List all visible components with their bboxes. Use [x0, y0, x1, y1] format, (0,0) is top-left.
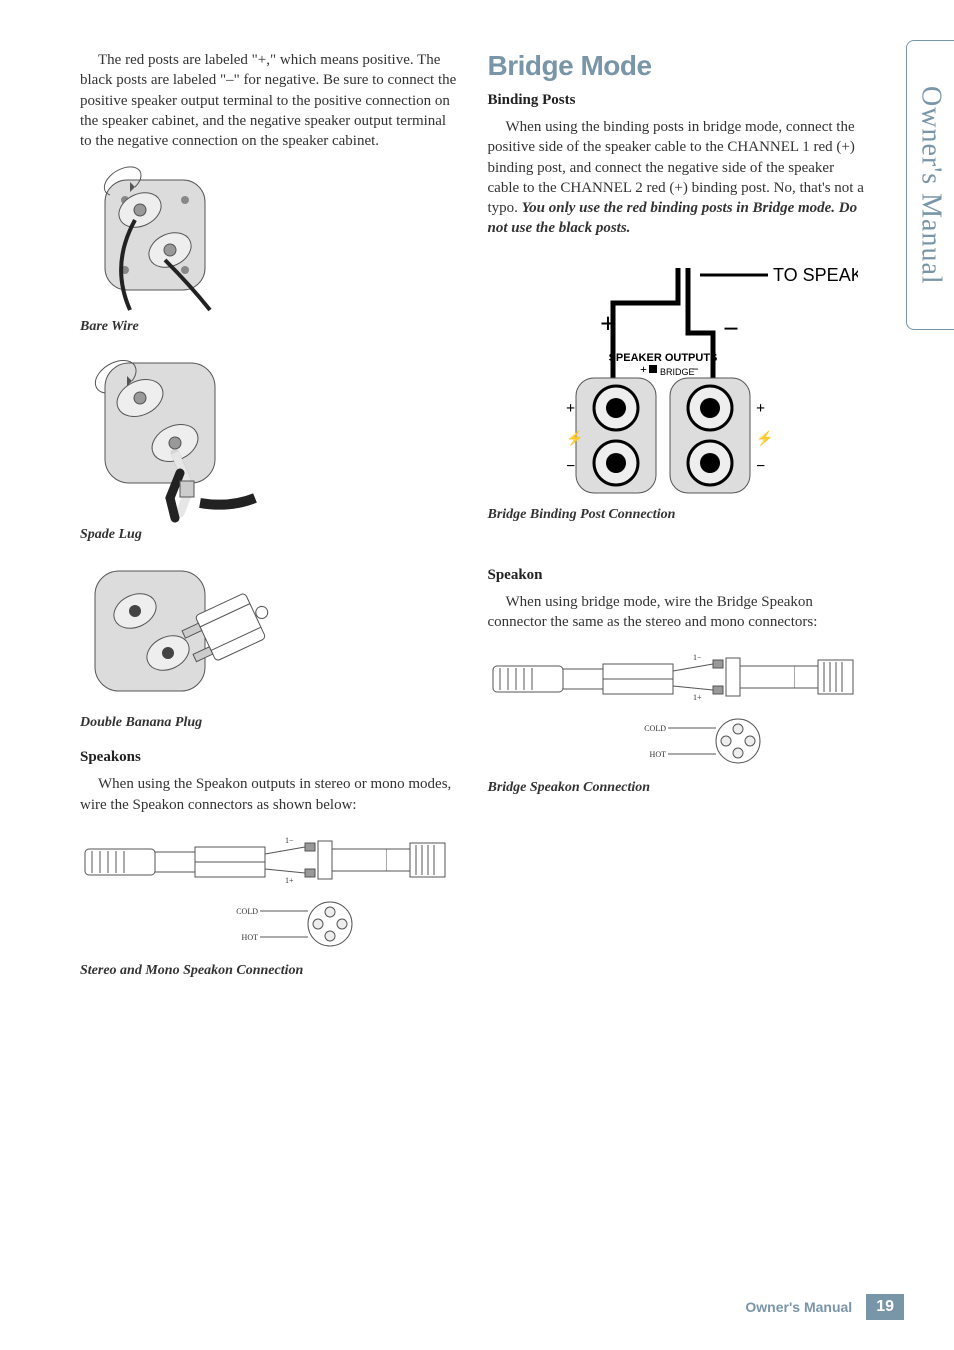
- fig-bridge-speakon: 1− 1+ COLD HOT Bridge Sp: [488, 646, 866, 796]
- svg-text:1+: 1+: [693, 693, 702, 702]
- svg-text:⚡: ⚡: [756, 430, 773, 447]
- svg-text:COLD: COLD: [644, 724, 666, 733]
- heading-bridge-mode: Bridge Mode: [488, 50, 866, 82]
- para-bridge-speakon: When using bridge mode, wire the Bridge …: [488, 592, 866, 633]
- svg-text:COLD: COLD: [236, 907, 258, 916]
- caption-banana: Double Banana Plug: [80, 715, 458, 731]
- spade-lug-diagram: [80, 353, 260, 523]
- left-para-1: The red posts are labeled "+," which mea…: [80, 50, 458, 151]
- svg-text:+: +: [756, 400, 765, 417]
- footer-label: Owner's Manual: [745, 1299, 852, 1315]
- svg-text:−: −: [723, 314, 739, 345]
- side-tab-label: Owner's Manual: [915, 86, 947, 285]
- para-speakons: When using the Speakon outputs in stereo…: [80, 774, 458, 815]
- fig-bare-wire: Bare Wire: [80, 165, 458, 335]
- para-binding-bold: You only use the red binding posts in Br…: [488, 200, 858, 236]
- caption-bridge-speakon: Bridge Speakon Connection: [488, 780, 866, 796]
- heading-binding-posts: Binding Posts: [488, 92, 866, 109]
- svg-text:⚡: ⚡: [566, 430, 583, 447]
- svg-text:HOT: HOT: [649, 750, 666, 759]
- side-tab: Owner's Manual: [906, 40, 954, 330]
- svg-text:+: +: [600, 309, 616, 340]
- svg-text:SPEAKER OUTPUTS: SPEAKER OUTPUTS: [608, 352, 717, 364]
- footer-page-number: 19: [866, 1294, 904, 1320]
- svg-text:1−: 1−: [285, 836, 294, 845]
- svg-text:TO SPEAKER: TO SPEAKER: [773, 265, 858, 285]
- left-column: The red posts are labeled "+," which mea…: [80, 50, 458, 997]
- fig-bridge-binding: + − TO SPEAKER SPEAKER OUTPUTS + BRIDGE …: [488, 253, 866, 523]
- caption-spade-lug: Spade Lug: [80, 527, 458, 543]
- page-footer: Owner's Manual 19: [745, 1294, 904, 1320]
- fig-spade-lug: Spade Lug: [80, 353, 458, 543]
- bridge-speakon-diagram: 1− 1+ COLD HOT: [488, 646, 858, 776]
- fig-speakon-stereo: 1− 1+ COLD: [80, 829, 458, 979]
- bridge-binding-diagram: + − TO SPEAKER SPEAKER OUTPUTS + BRIDGE …: [488, 253, 858, 503]
- heading-speakons: Speakons: [80, 749, 458, 766]
- svg-text:+: +: [566, 400, 575, 417]
- page-columns: The red posts are labeled "+," which mea…: [80, 50, 865, 997]
- para-binding: When using the binding posts in bridge m…: [488, 117, 866, 239]
- svg-text:−: −: [692, 362, 699, 376]
- svg-text:−: −: [756, 458, 765, 475]
- caption-bare-wire: Bare Wire: [80, 319, 458, 335]
- svg-text:+: +: [640, 362, 647, 376]
- svg-text:BRIDGE: BRIDGE: [660, 367, 695, 377]
- fig-banana-plug: Double Banana Plug: [80, 561, 458, 731]
- caption-bridge-binding: Bridge Binding Post Connection: [488, 507, 866, 523]
- banana-diagram: [80, 561, 270, 711]
- svg-text:1+: 1+: [285, 876, 294, 885]
- bare-wire-diagram: [80, 165, 230, 315]
- speakon-stereo-diagram: 1− 1+ COLD: [80, 829, 450, 959]
- caption-stereo-speakon: Stereo and Mono Speakon Connection: [80, 963, 458, 979]
- right-column: Bridge Mode Binding Posts When using the…: [488, 50, 866, 997]
- heading-speakon: Speakon: [488, 567, 866, 584]
- svg-text:HOT: HOT: [242, 933, 259, 942]
- svg-text:−: −: [566, 458, 575, 475]
- svg-text:1−: 1−: [693, 653, 702, 662]
